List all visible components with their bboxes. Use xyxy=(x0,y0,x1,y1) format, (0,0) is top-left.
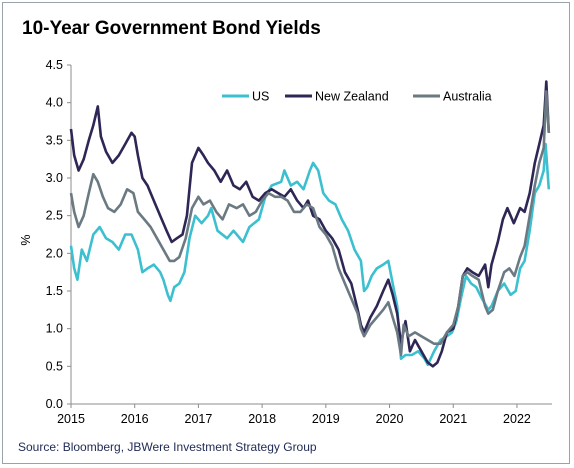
axes: 0.0 0.5 1.0 1.5 2.0 2.5 3.0 3.5 4.0 4.5 2015 2016 20… xyxy=(46,58,552,426)
x-tick-label: 2020 xyxy=(376,412,404,426)
x-tick-label: 2021 xyxy=(439,412,467,426)
y-tick-label: 4.5 xyxy=(46,58,63,72)
legend-label-australia: Australia xyxy=(443,90,492,104)
y-tick-label: 3.5 xyxy=(46,133,63,147)
legend-label-new-zealand: New Zealand xyxy=(315,90,389,104)
series-line-australia xyxy=(69,90,551,357)
y-tick-label: 0.0 xyxy=(46,397,63,411)
y-tick-label: 1.0 xyxy=(46,322,63,336)
x-tick-label: 2019 xyxy=(312,412,340,426)
legend-label-us: US xyxy=(252,90,269,104)
x-tick-label: 2015 xyxy=(57,412,85,426)
series-layer xyxy=(69,80,551,368)
series-line-us xyxy=(69,142,551,367)
series-line-new-zealand xyxy=(69,80,551,368)
y-tick-label: 2.5 xyxy=(46,209,63,223)
y-tick-label: 1.5 xyxy=(46,284,63,298)
y-tick-label: 3.0 xyxy=(46,171,63,185)
y-tick-label: 4.0 xyxy=(46,96,63,110)
chart-title: 10-Year Government Bond Yields xyxy=(22,18,321,39)
chart-frame xyxy=(2,2,570,464)
y-tick-label: 2.0 xyxy=(46,246,63,260)
x-tick-label: 2022 xyxy=(503,412,531,426)
x-tick-label: 2017 xyxy=(185,412,213,426)
y-tick-label: 0.5 xyxy=(46,359,63,373)
x-tick-label: 2018 xyxy=(248,412,276,426)
source-note: Source: Bloomberg, JBWere Investment Str… xyxy=(18,440,317,454)
x-tick-label: 2016 xyxy=(121,412,149,426)
y-axis-label: % xyxy=(19,234,33,245)
legend: US New Zealand Australia xyxy=(222,90,492,104)
